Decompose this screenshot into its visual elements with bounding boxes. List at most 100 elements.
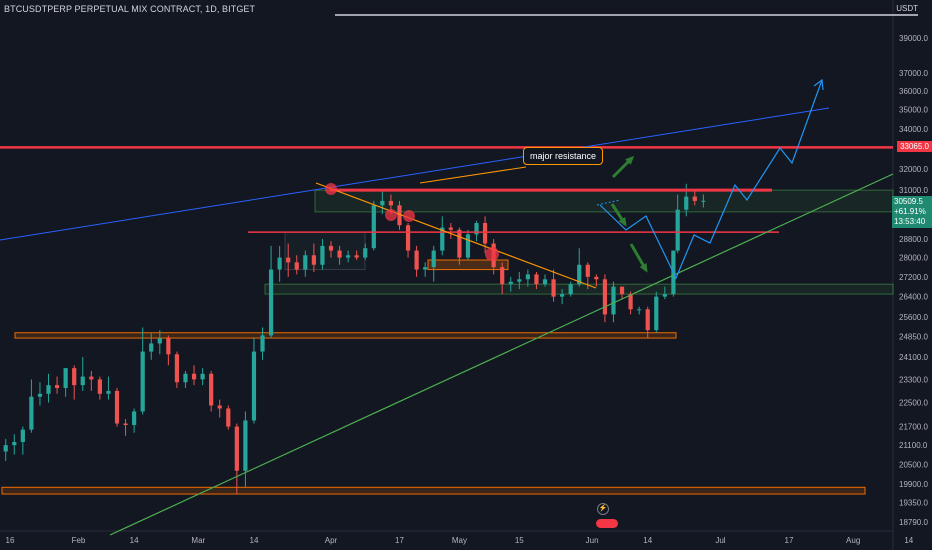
candle-body xyxy=(354,255,359,258)
candle-body xyxy=(388,200,394,206)
blue-trendline xyxy=(0,107,830,241)
candle-body xyxy=(448,227,453,230)
price-tick-label: 31000.0 xyxy=(899,186,928,195)
candle-body xyxy=(662,294,667,297)
candle-body xyxy=(157,338,162,344)
live-price-change: +61.91% xyxy=(894,207,926,216)
candle-body xyxy=(363,248,368,258)
lightning-icon[interactable]: ⚡ xyxy=(597,503,609,515)
touch-marker xyxy=(485,247,499,261)
currency-label: USDT xyxy=(896,4,918,13)
candle-body xyxy=(29,396,34,430)
flag-icon[interactable] xyxy=(596,519,618,528)
candle-body xyxy=(701,200,706,202)
price-tick-label: 19350.0 xyxy=(899,499,928,508)
orange-trendline xyxy=(315,182,597,289)
candle-body xyxy=(217,405,222,409)
candle-body xyxy=(37,393,43,397)
price-tick-label: 32000.0 xyxy=(899,165,928,174)
chart-drawings xyxy=(0,14,918,536)
support-zone-lower xyxy=(1,486,866,495)
candle-body xyxy=(585,264,590,277)
price-tick-label: 28000.0 xyxy=(899,254,928,263)
candle-body xyxy=(457,229,462,258)
live-price-value: 30509.5 xyxy=(894,197,923,206)
time-tick-label: 15 xyxy=(515,536,524,545)
candle-body xyxy=(183,373,188,383)
candle-body xyxy=(517,279,522,282)
price-tick-label: 20500.0 xyxy=(899,460,928,469)
price-tick-label: 28800.0 xyxy=(899,235,928,244)
time-tick-label: Jul xyxy=(715,536,725,545)
candle-body xyxy=(80,376,85,386)
touch-marker xyxy=(403,210,415,222)
candle-body xyxy=(132,411,137,426)
candle-body xyxy=(675,209,680,251)
candle-body xyxy=(692,196,697,201)
candle-body xyxy=(166,338,171,355)
candle-body xyxy=(251,351,257,421)
candle-body xyxy=(54,385,60,389)
candle-body xyxy=(619,286,625,295)
price-tick-label: 39000.0 xyxy=(899,34,928,43)
candle-body xyxy=(628,294,633,310)
candle-body xyxy=(320,245,325,265)
candle-body xyxy=(482,223,488,244)
time-tick-label: 14 xyxy=(904,536,913,545)
touch-marker xyxy=(325,183,337,195)
price-tick-label: 35000.0 xyxy=(899,106,928,115)
candlestick-series xyxy=(3,183,706,495)
touch-marker xyxy=(385,209,397,221)
time-axis[interactable]: 16Feb14Mar14Apr17May15Jun14Jul17Aug14Sep xyxy=(6,536,932,545)
candle-body xyxy=(440,227,445,251)
time-tick-label: Jun xyxy=(586,536,599,545)
price-axis[interactable]: 39000.0 37000.0 36000.0 35000.0 34000.0 32000… xyxy=(899,34,928,527)
major-resistance-label[interactable]: major resistance xyxy=(523,147,604,165)
candle-body xyxy=(611,286,616,315)
chart-symbol-title[interactable]: BTCUSDTPERP PERPETUAL MIX CONTRACT, 1D, … xyxy=(4,4,256,14)
candle-body xyxy=(542,279,548,285)
candle-body xyxy=(602,279,608,315)
price-tick-label: 26400.0 xyxy=(899,293,928,302)
resistance-price-flag: 33065.0 xyxy=(897,141,932,152)
candle-body xyxy=(303,255,308,270)
candle-body xyxy=(277,257,282,270)
price-tick-label: 24100.0 xyxy=(899,353,928,362)
time-tick-label: 16 xyxy=(6,536,15,545)
candle-body xyxy=(3,445,8,452)
annotation-pointer xyxy=(419,166,527,184)
candle-body xyxy=(551,279,556,297)
pullback-arrow-head xyxy=(618,217,627,227)
candle-body xyxy=(637,309,642,311)
candle-body xyxy=(72,368,77,386)
candle-body xyxy=(268,269,274,336)
candle-body xyxy=(414,250,419,270)
time-tick-label: Feb xyxy=(72,536,86,545)
candle-body xyxy=(405,225,411,251)
chart-zones xyxy=(1,189,894,495)
order-block-zone xyxy=(427,259,509,271)
price-tick-label: 21700.0 xyxy=(899,423,928,432)
time-tick-label: 14 xyxy=(130,536,139,545)
candle-body xyxy=(46,385,51,394)
price-tick-label: 23300.0 xyxy=(899,375,928,384)
candle-body xyxy=(20,429,25,443)
price-tick-label: 37000.0 xyxy=(899,69,928,78)
candle-body xyxy=(12,442,17,446)
candle-body xyxy=(149,343,154,352)
candle-body xyxy=(577,264,582,285)
price-tick-label: 27200.0 xyxy=(899,273,928,282)
candle-body xyxy=(380,200,385,206)
candle-body xyxy=(397,205,402,226)
candle-body xyxy=(209,373,214,406)
candle-body xyxy=(260,335,265,352)
candle-body xyxy=(328,245,334,251)
candle-body xyxy=(465,234,471,258)
time-tick-label: Mar xyxy=(191,536,205,545)
candle-body xyxy=(114,390,120,424)
candle-body xyxy=(474,223,479,235)
candle-body xyxy=(89,376,94,380)
price-tick-label: 34000.0 xyxy=(899,125,928,134)
candle-body xyxy=(234,426,239,471)
